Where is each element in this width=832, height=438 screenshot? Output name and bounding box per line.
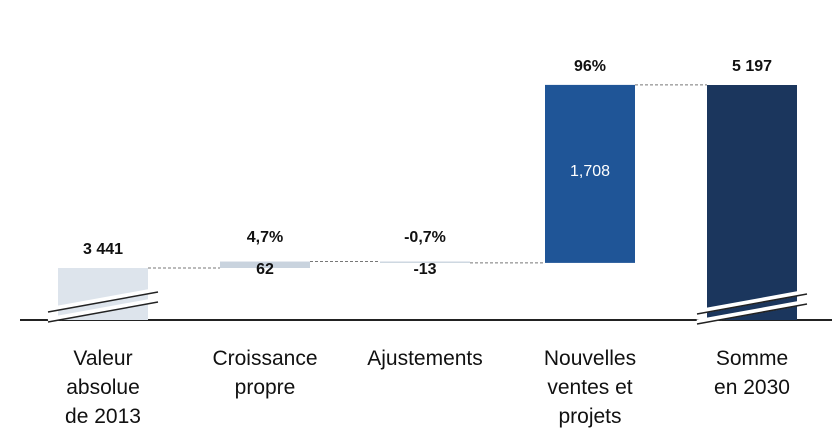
axis-break-edge: [47, 301, 159, 323]
percent-label: -0,7%: [404, 229, 446, 246]
percent-label: 4,7%: [247, 229, 283, 246]
axis-break: [696, 289, 808, 315]
category-label: Nouvelles ventes et projets: [543, 347, 637, 428]
percent-label: 96%: [574, 58, 606, 75]
value-label: -13: [413, 261, 436, 278]
value-label: 1,708: [570, 163, 610, 180]
value-label: 62: [256, 261, 274, 278]
axis-break-edge: [696, 303, 808, 325]
axis-break-edge: [696, 293, 808, 315]
category-label: Ajustements: [367, 347, 483, 370]
value-label: 3 441: [83, 241, 123, 258]
axis-break: [696, 299, 808, 325]
bar: [220, 261, 310, 269]
axis-break: [47, 297, 159, 323]
category-label: Valeur absolue de 2013: [65, 347, 141, 428]
axis-break-edge: [47, 291, 159, 313]
value-label: 5 197: [732, 58, 772, 75]
bar: [545, 84, 635, 263]
bar: [707, 85, 797, 320]
category-label: Somme en 2030: [714, 347, 790, 399]
axis-break: [47, 287, 159, 313]
category-label: Croissance propre: [212, 347, 318, 399]
bar: [380, 261, 470, 263]
